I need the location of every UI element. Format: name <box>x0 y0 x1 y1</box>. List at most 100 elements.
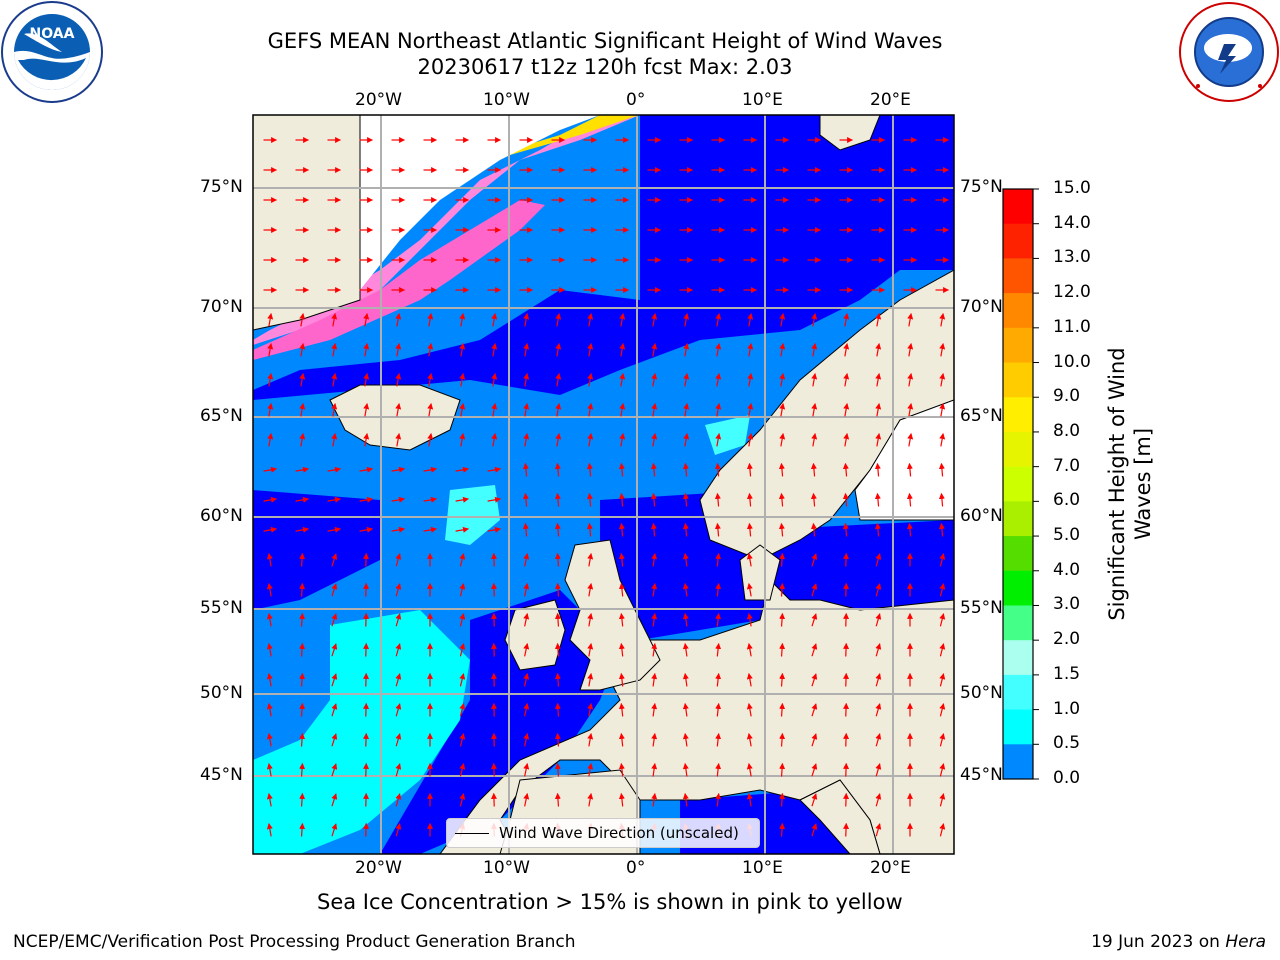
italy <box>799 779 881 854</box>
wind-arrow <box>327 496 341 503</box>
wind-arrow <box>395 823 402 837</box>
wind-arrow <box>586 522 593 537</box>
wind-arrow <box>299 672 306 687</box>
wind-arrow <box>843 313 850 327</box>
wind-arrow <box>618 792 625 807</box>
wind-arrow <box>683 373 690 387</box>
wind-arrow <box>811 373 818 387</box>
wind-arrow <box>266 763 273 777</box>
wind-arrow <box>459 373 466 387</box>
wind-arrow <box>618 702 625 717</box>
wind-arrow <box>682 642 689 657</box>
wind-arrow <box>618 672 625 687</box>
wind-arrow <box>427 313 434 327</box>
wind-arrow <box>587 703 594 717</box>
colorbar-segment <box>1003 605 1033 641</box>
wind-arrow <box>651 582 658 597</box>
wind-arrow <box>427 373 434 387</box>
wind-arrow <box>395 373 402 387</box>
wind-arrow <box>650 522 657 537</box>
wind-arrow <box>938 522 945 537</box>
wind-arrow <box>651 433 658 447</box>
wind-arrow <box>587 793 594 807</box>
footer-date-text: 19 Jun 2023 on <box>1091 932 1226 952</box>
colorbar-title: Significant Height of Wind Waves [m] <box>1104 347 1156 620</box>
wind-arrow <box>587 583 594 597</box>
wind-arrow <box>811 403 818 417</box>
wind-arrow <box>554 762 561 777</box>
colorbar-segment <box>1003 536 1033 572</box>
lat-label-left-55n: 55°N <box>200 598 243 618</box>
colorbar-segment <box>1003 293 1033 329</box>
wind-arrow <box>875 643 882 657</box>
lat-label-left-50n: 50°N <box>200 683 243 703</box>
wind-arrow <box>811 343 818 357</box>
wind-arrow <box>331 343 338 357</box>
wind-arrow <box>715 702 722 717</box>
wind-arrow <box>554 462 561 477</box>
wind-arrow <box>874 522 881 537</box>
wind-arrow <box>906 522 913 537</box>
wind-arrow <box>779 343 786 357</box>
wind-arrow <box>683 343 690 357</box>
wind-arrow <box>779 822 786 837</box>
continental-europe <box>439 579 954 854</box>
wind-arrow <box>523 793 530 807</box>
lat-label-right-55n: 55°N <box>960 598 1003 618</box>
wind-arrow <box>715 612 722 627</box>
wind-arrow <box>459 313 466 327</box>
wind-arrow <box>618 612 625 627</box>
lon-label-bottom-0: 0° <box>626 858 646 878</box>
wind-arrow <box>650 462 657 477</box>
wind-arrow <box>811 793 818 807</box>
wind-arrow <box>266 733 273 747</box>
wind-arrow <box>523 703 530 717</box>
chart-title: GEFS MEAN Northeast Atlantic Significant… <box>267 29 943 53</box>
lon-label-top-0: 0° <box>626 90 646 110</box>
wind-arrow <box>875 703 882 717</box>
wind-arrow <box>327 466 341 473</box>
wind-arrow <box>331 403 338 417</box>
wind-arrow <box>427 343 434 357</box>
colorbar-tick-label: 11.0 <box>1053 316 1091 337</box>
lon-label-bottom-20e: 20°E <box>870 858 911 878</box>
wind-arrow <box>331 313 338 327</box>
wind-arrow <box>939 373 946 387</box>
wind-arrow <box>299 403 306 417</box>
wind-arrow <box>363 403 370 417</box>
wind-arrow <box>331 793 338 807</box>
wind-arrow <box>266 583 273 597</box>
wind-arrow <box>875 553 882 567</box>
wind-arrow <box>746 462 753 477</box>
low-wave-region-north <box>253 115 954 400</box>
wind-arrow <box>363 433 370 447</box>
wind-arrow <box>391 496 405 503</box>
wind-arrow <box>263 496 277 503</box>
wind-arrow <box>778 492 785 507</box>
wind-arrow <box>682 582 689 597</box>
colorbar-segment <box>1003 466 1033 502</box>
wind-arrow <box>459 433 466 447</box>
wind-arrow <box>487 496 501 503</box>
lat-label-right-70n: 70°N <box>960 297 1003 317</box>
wind-arrow <box>747 433 754 447</box>
wind-arrow <box>395 673 402 687</box>
wind-arrow <box>555 313 562 327</box>
wind-arrow <box>586 462 593 477</box>
wind-arrow <box>811 313 818 327</box>
wind-arrow <box>331 703 338 717</box>
wind-arrow <box>618 552 625 567</box>
low-wave-region-biscay <box>380 590 620 854</box>
wind-arrow <box>587 673 594 687</box>
wind-arrow <box>811 733 818 747</box>
wind-arrow <box>651 762 658 777</box>
wind-arrow <box>874 462 881 477</box>
wind-arrow <box>906 462 913 477</box>
colorbar-tick-label: 12.0 <box>1053 282 1091 303</box>
wind-arrow <box>778 522 785 537</box>
wind-arrow <box>682 732 689 747</box>
wind-arrow <box>491 403 498 417</box>
wind-direction-arrows <box>263 137 950 837</box>
wind-arrow <box>843 373 850 387</box>
